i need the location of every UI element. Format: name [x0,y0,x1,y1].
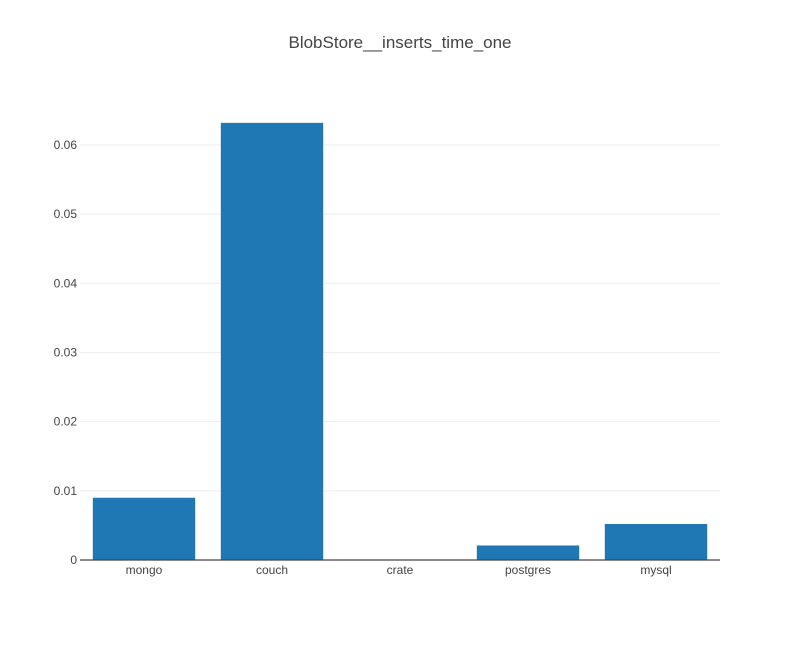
y-tick-label: 0.03 [54,345,78,359]
x-tick-label: mongo [126,563,163,577]
bar-postgres[interactable] [476,545,580,560]
y-tick-label: 0.02 [54,415,78,429]
axes: 0 0.01 0.02 0.03 0.04 0.05 0.06 mongo couch crate… [54,138,720,577]
y-tick-label: 0.01 [54,484,78,498]
gridlines [80,144,720,492]
x-tick-label: crate [387,563,414,577]
y-tick-label: 0 [70,553,77,567]
x-tick-label: mysql [640,563,671,577]
x-tick-label: postgres [505,563,551,577]
bar-mongo[interactable] [92,497,196,560]
y-tick-label: 0.04 [54,276,78,290]
bars [92,122,708,561]
bar-mysql[interactable] [604,524,708,560]
x-tick-label: couch [256,563,288,577]
bar-couch[interactable] [220,122,324,561]
y-tick-label: 0.06 [54,138,78,152]
chart-title: BlobStore__inserts_time_one [288,33,512,52]
y-tick-label: 0.05 [54,207,78,221]
